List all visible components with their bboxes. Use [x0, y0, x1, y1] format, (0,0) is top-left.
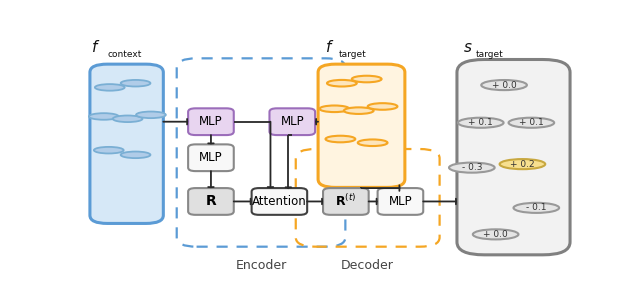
Text: $f$: $f$ [324, 39, 334, 55]
Ellipse shape [113, 115, 143, 122]
Text: MLP: MLP [280, 115, 304, 128]
Text: context: context [108, 50, 141, 59]
FancyBboxPatch shape [378, 188, 423, 215]
FancyBboxPatch shape [188, 144, 234, 171]
Ellipse shape [136, 111, 166, 118]
Ellipse shape [481, 80, 527, 90]
FancyBboxPatch shape [90, 64, 163, 223]
FancyBboxPatch shape [269, 108, 315, 135]
Text: $\mathbf{R}$: $\mathbf{R}$ [205, 194, 217, 208]
Ellipse shape [121, 80, 150, 86]
Ellipse shape [89, 113, 118, 120]
Ellipse shape [449, 162, 495, 173]
Text: target: target [476, 50, 504, 59]
Text: Decoder: Decoder [341, 259, 394, 272]
FancyBboxPatch shape [252, 188, 307, 215]
FancyBboxPatch shape [188, 188, 234, 215]
Text: MLP: MLP [199, 151, 223, 164]
Ellipse shape [121, 152, 150, 158]
Ellipse shape [95, 84, 125, 91]
Ellipse shape [326, 136, 355, 142]
Ellipse shape [94, 147, 124, 153]
Text: $s$: $s$ [463, 40, 472, 55]
Text: Attention: Attention [252, 195, 307, 208]
Ellipse shape [319, 105, 349, 112]
Ellipse shape [344, 107, 374, 114]
Ellipse shape [500, 159, 545, 169]
Text: Encoder: Encoder [236, 259, 287, 272]
Text: MLP: MLP [199, 115, 223, 128]
Text: target: target [339, 50, 366, 59]
Ellipse shape [352, 76, 381, 82]
Text: + 0.1: + 0.1 [468, 118, 493, 127]
Ellipse shape [509, 118, 554, 128]
FancyBboxPatch shape [457, 59, 570, 255]
Text: - 0.3: - 0.3 [461, 163, 482, 172]
Ellipse shape [327, 80, 356, 86]
Text: + 0.2: + 0.2 [510, 160, 535, 169]
Ellipse shape [358, 140, 388, 146]
Text: + 0.1: + 0.1 [519, 118, 544, 127]
Text: + 0.0: + 0.0 [492, 81, 516, 90]
Text: $f$: $f$ [91, 39, 100, 55]
Text: + 0.0: + 0.0 [483, 230, 508, 239]
FancyBboxPatch shape [188, 108, 234, 135]
Text: $\mathbf{R}^{(t)}$: $\mathbf{R}^{(t)}$ [335, 194, 356, 209]
Ellipse shape [513, 203, 559, 213]
Ellipse shape [458, 118, 504, 128]
Text: - 0.1: - 0.1 [526, 203, 547, 212]
FancyBboxPatch shape [323, 188, 369, 215]
Ellipse shape [367, 103, 397, 110]
Ellipse shape [473, 229, 518, 239]
Text: MLP: MLP [388, 195, 412, 208]
FancyBboxPatch shape [318, 64, 405, 187]
